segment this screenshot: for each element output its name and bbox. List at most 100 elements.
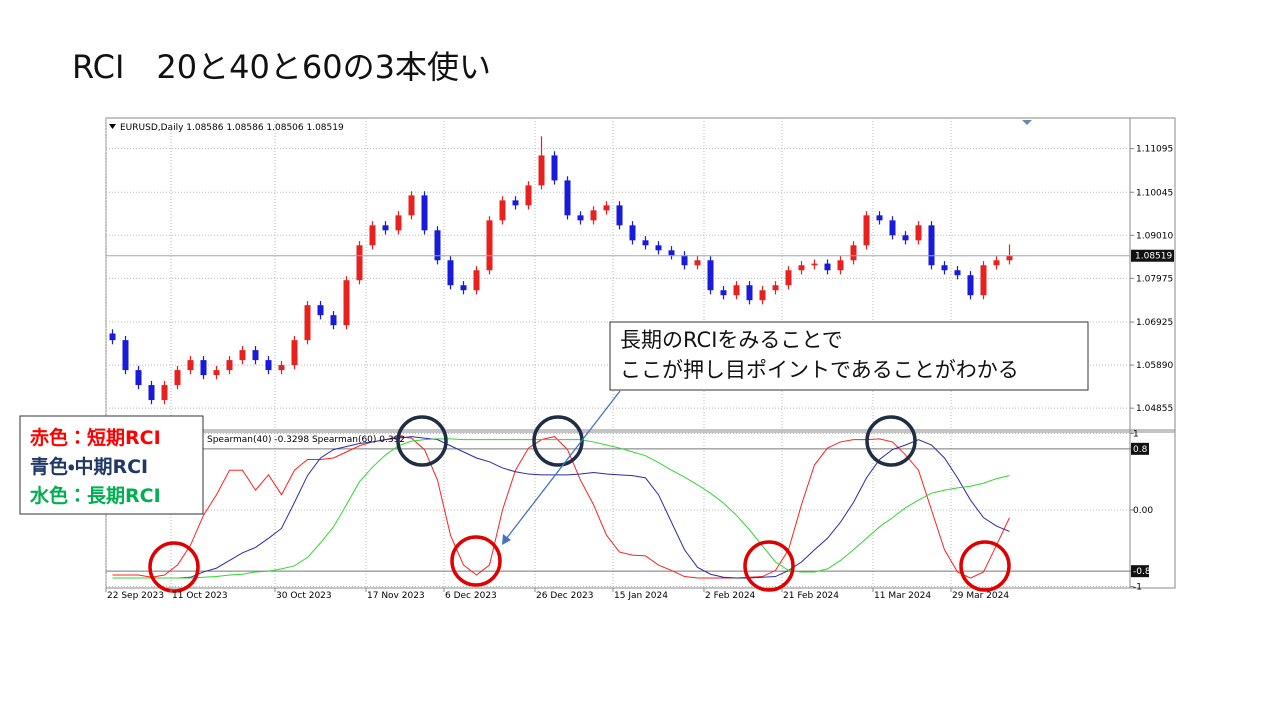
candle-body [538, 155, 545, 186]
shift-marker [1022, 120, 1032, 125]
candle-body [1006, 255, 1013, 261]
candle-body [356, 245, 363, 281]
legend: 赤色：短期RCI 青色・中期RCI 水色：長期RCI [29, 426, 161, 507]
candle-body [239, 350, 246, 361]
y-tick-label: 0.8 [1133, 445, 1148, 455]
candle-body [681, 255, 688, 266]
candle-body [226, 360, 233, 371]
candle-body [642, 240, 649, 246]
x-tick-label: 17 Nov 2023 [367, 591, 425, 601]
indicator-header: Spearman(40) -0.3298 Spearman(60) 0.392 [207, 435, 405, 445]
y-tick-label: 1 [1133, 430, 1139, 440]
candle-body [447, 260, 454, 286]
candle-body [811, 263, 818, 266]
x-tick-label: 26 Dec 2023 [536, 591, 594, 601]
candle-body [902, 235, 909, 241]
candle-body [603, 205, 610, 211]
rci-line [112, 436, 1010, 579]
y-tick-label: 1.04855 [1136, 404, 1173, 414]
candle-body [785, 270, 792, 286]
candle-body [525, 185, 532, 206]
candle-body [317, 305, 324, 316]
callout-line: ここが押し目ポイントであることがわかる [620, 358, 1019, 382]
callout-line: 長期のRCIをみることで [620, 328, 843, 352]
x-tick-label: 11 Mar 2024 [874, 591, 931, 601]
red-circle [743, 540, 795, 592]
candle-body [109, 333, 116, 341]
candle-body [252, 350, 259, 361]
candle-body [993, 260, 1000, 266]
y-tick-label: 1.10045 [1136, 188, 1173, 198]
candle-body [798, 265, 805, 271]
candle-body [720, 290, 727, 296]
candle-body [148, 385, 155, 401]
candle-body [824, 263, 831, 271]
candle-body [837, 260, 844, 271]
candle-body [928, 225, 935, 266]
y-tick-label: 0.00 [1133, 506, 1153, 516]
arrow-head [502, 534, 511, 545]
legend-entry: 赤色：短期RCI [29, 426, 161, 449]
candle-body [863, 215, 870, 246]
candle-body [460, 285, 467, 291]
x-tick-label: 6 Dec 2023 [445, 591, 497, 601]
candle-body [174, 370, 181, 386]
candle-body [304, 305, 311, 341]
legend-entry: 水色：長期RCI [29, 484, 161, 507]
navy-circle [396, 415, 448, 467]
level-label-box [1131, 565, 1149, 578]
candle-body [915, 225, 922, 241]
candle-body [564, 180, 571, 216]
candle-body [967, 275, 974, 296]
candle-body [499, 200, 506, 221]
candle-body [980, 265, 987, 296]
candle-body [278, 365, 285, 371]
callout-box [609, 321, 1089, 391]
candle-body [694, 260, 701, 266]
candle-body [551, 155, 558, 181]
candle-body [746, 285, 753, 301]
candle-body [876, 215, 883, 221]
candle-body [382, 225, 389, 231]
slide-title: RCI 20と40と60の3本使い [72, 48, 491, 86]
candle-body [265, 360, 272, 371]
candle-body [759, 290, 766, 301]
candle-body [655, 245, 662, 251]
y-tick-label: 1.05890 [1136, 361, 1173, 371]
candle-body [850, 245, 857, 261]
candle-body [200, 360, 207, 376]
candle-body [291, 340, 298, 366]
candle-body [486, 220, 493, 271]
red-circle [148, 541, 200, 593]
y-tick-label: 1.11095 [1136, 145, 1173, 155]
x-tick-label: 29 Mar 2024 [952, 591, 1009, 601]
annotation-circles [148, 415, 1011, 593]
candle-body [941, 265, 948, 271]
level-label-box [1131, 442, 1149, 455]
candle-body [733, 285, 740, 296]
x-tick-label: 22 Sep 2023 [107, 591, 164, 601]
candle-body [616, 205, 623, 226]
last-price-box [1131, 249, 1174, 262]
y-tick-label: -1 [1133, 582, 1142, 592]
legend-box [19, 415, 204, 515]
candle-body [135, 370, 142, 386]
candle-body [629, 225, 636, 241]
candle-body [161, 385, 168, 401]
x-tick-label: 15 Jan 2024 [614, 591, 668, 601]
candle-body [343, 280, 350, 326]
candle-body [668, 250, 675, 256]
rci-line [112, 438, 1010, 579]
legend-entry: 青色・中期RCI [30, 455, 148, 478]
chart-header: EURUSD,Daily 1.08586 1.08586 1.08506 1.0… [120, 123, 344, 133]
candle-body [512, 200, 519, 206]
red-circle [450, 535, 502, 587]
candle-body [213, 370, 220, 376]
candle-body [772, 285, 779, 291]
candle-body [577, 215, 584, 221]
y-tick-label: 1.06925 [1136, 318, 1173, 328]
x-tick-label: 21 Feb 2024 [783, 591, 839, 601]
red-circle [959, 540, 1011, 592]
candle-body [473, 270, 480, 291]
